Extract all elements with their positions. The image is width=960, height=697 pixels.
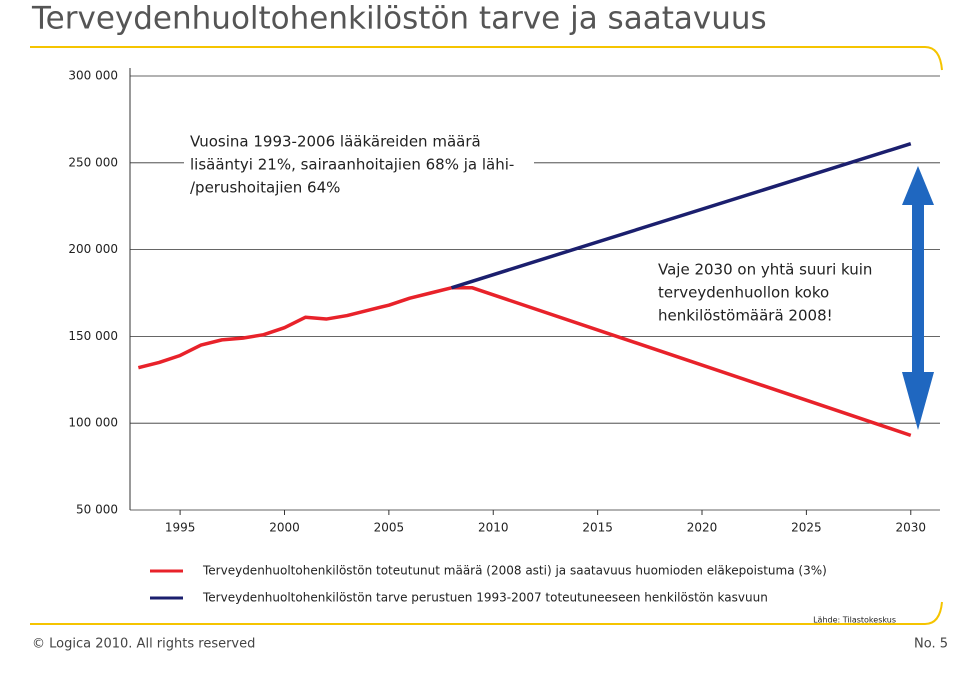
x-tick-label: 2010 (478, 521, 509, 535)
chart: 50 000 100 000 150 000 200 000 250 000 300 00… (68, 68, 940, 625)
annotation: Vuosina 1993-2006 lääkäreiden määrä (190, 133, 481, 151)
y-tick-label: 50 000 (76, 503, 118, 517)
legend-label: Terveydenhuoltohenkilöstön toteutunut mä… (202, 564, 827, 578)
annotation-bg (184, 128, 534, 203)
annotation: lisääntyi 21%, sairaanhoitajien 68% ja l… (190, 156, 514, 174)
annotation: terveydenhuollon koko (658, 284, 829, 302)
arrow-head (902, 166, 934, 205)
y-tick-label: 150 000 (68, 329, 118, 343)
annotation-bg (652, 256, 884, 331)
source: Lähde: Tilastokeskus (813, 616, 896, 625)
footer-rule (30, 601, 943, 625)
legend-label: Terveydenhuoltohenkilöstön tarve perustu… (202, 591, 768, 605)
x-tick-label: 2030 (895, 521, 926, 535)
x-tick-label: 1995 (165, 521, 196, 535)
x-tick-label: 2025 (791, 521, 822, 535)
x-tick-label: 2015 (582, 521, 613, 535)
annotation: /perushoitajien 64% (190, 179, 340, 197)
x-tick-label: 2005 (374, 521, 405, 535)
title-rule (30, 46, 943, 71)
x-tick-label: 2020 (687, 521, 718, 535)
arrow-head (902, 372, 934, 430)
series-line (450, 142, 912, 290)
page-number: No. 5 (914, 637, 948, 652)
arrow-shaft (912, 200, 924, 380)
y-tick-label: 200 000 (68, 242, 118, 256)
slide-title: Terveydenhuoltohenkilöstön tarve ja saat… (31, 1, 767, 37)
y-tick-label: 250 000 (68, 155, 118, 169)
series-line (137, 286, 912, 438)
copyright: © Logica 2010. All rights reserved (32, 637, 255, 652)
gap-arrow (902, 166, 934, 430)
y-tick-label: 300 000 (68, 69, 118, 83)
annotation: Vaje 2030 on yhtä suuri kuin (658, 261, 872, 279)
annotation: henkilöstömäärä 2008! (658, 307, 833, 325)
x-tick-label: 2000 (269, 521, 300, 535)
y-tick-label: 100 000 (68, 416, 118, 430)
